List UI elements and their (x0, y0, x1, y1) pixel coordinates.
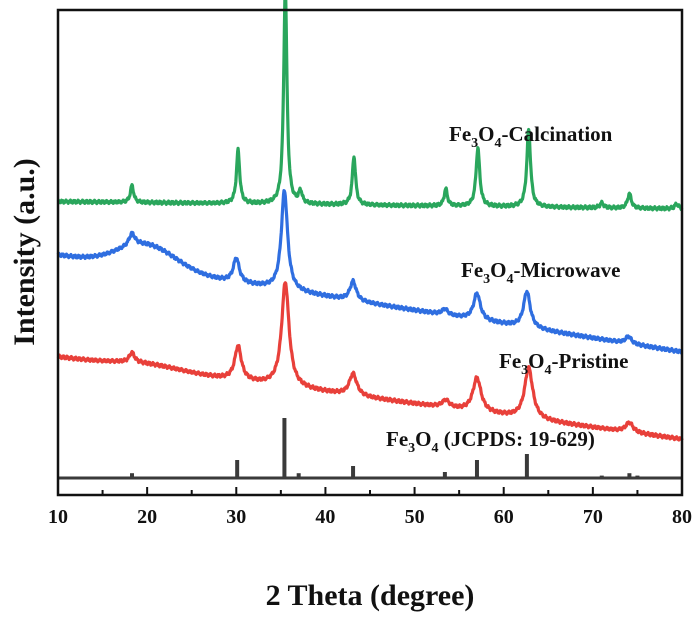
series-label: Fe3O4 (JCPDS: 19-629) (386, 427, 595, 456)
series-curve-3 (56, 0, 684, 212)
plot-frame (56, 8, 684, 497)
label-part: O (478, 122, 494, 146)
subscript: 3 (471, 136, 478, 151)
x-tick-label: 30 (226, 506, 246, 528)
label-part: Fe (499, 349, 521, 373)
series-curve-1 (56, 281, 684, 442)
subscript: 4 (507, 272, 514, 287)
label-part: -Calcination (502, 122, 613, 146)
x-axis-tick-labels: 10 20 30 40 50 60 70 80 (48, 506, 692, 528)
series-label: Fe3O4-Calcination (449, 122, 613, 151)
series-label: Fe3O4-Microwave (461, 258, 620, 287)
subscript: 4 (545, 363, 552, 378)
x-tick-label: 60 (494, 506, 514, 528)
series-label: Fe3O4-Pristine (499, 349, 628, 378)
subscript: 4 (495, 136, 502, 151)
x-axis-title: 2 Theta (degree) (266, 579, 475, 612)
label-part: Fe (449, 122, 471, 146)
x-axis-ticks (57, 487, 683, 495)
x-tick-label: 10 (48, 506, 68, 528)
label-part: -Pristine (552, 349, 629, 373)
label-part: Fe (386, 427, 408, 451)
x-tick-label: 40 (315, 506, 335, 528)
label-part: O (490, 258, 506, 282)
label-part: (JCPDS: 19-629) (439, 427, 595, 451)
label-part: Fe (461, 258, 483, 282)
subscript: 3 (483, 272, 490, 287)
subscript: 4 (432, 441, 439, 456)
label-part: -Microwave (514, 258, 621, 282)
x-tick-label: 80 (672, 506, 692, 528)
series-labels: Fe3O4 (JCPDS: 19-629)Fe3O4-PristineFe3O4… (386, 122, 628, 456)
label-part: O (528, 349, 544, 373)
label-part: O (415, 427, 431, 451)
y-axis-title: Intensity (a.u.) (8, 158, 41, 346)
series-curves (56, 0, 684, 480)
x-tick-label: 50 (405, 506, 425, 528)
subscript: 3 (408, 441, 415, 456)
subscript: 3 (521, 363, 528, 378)
x-tick-label: 70 (583, 506, 603, 528)
x-tick-label: 20 (137, 506, 157, 528)
series-curve-2 (56, 189, 684, 355)
